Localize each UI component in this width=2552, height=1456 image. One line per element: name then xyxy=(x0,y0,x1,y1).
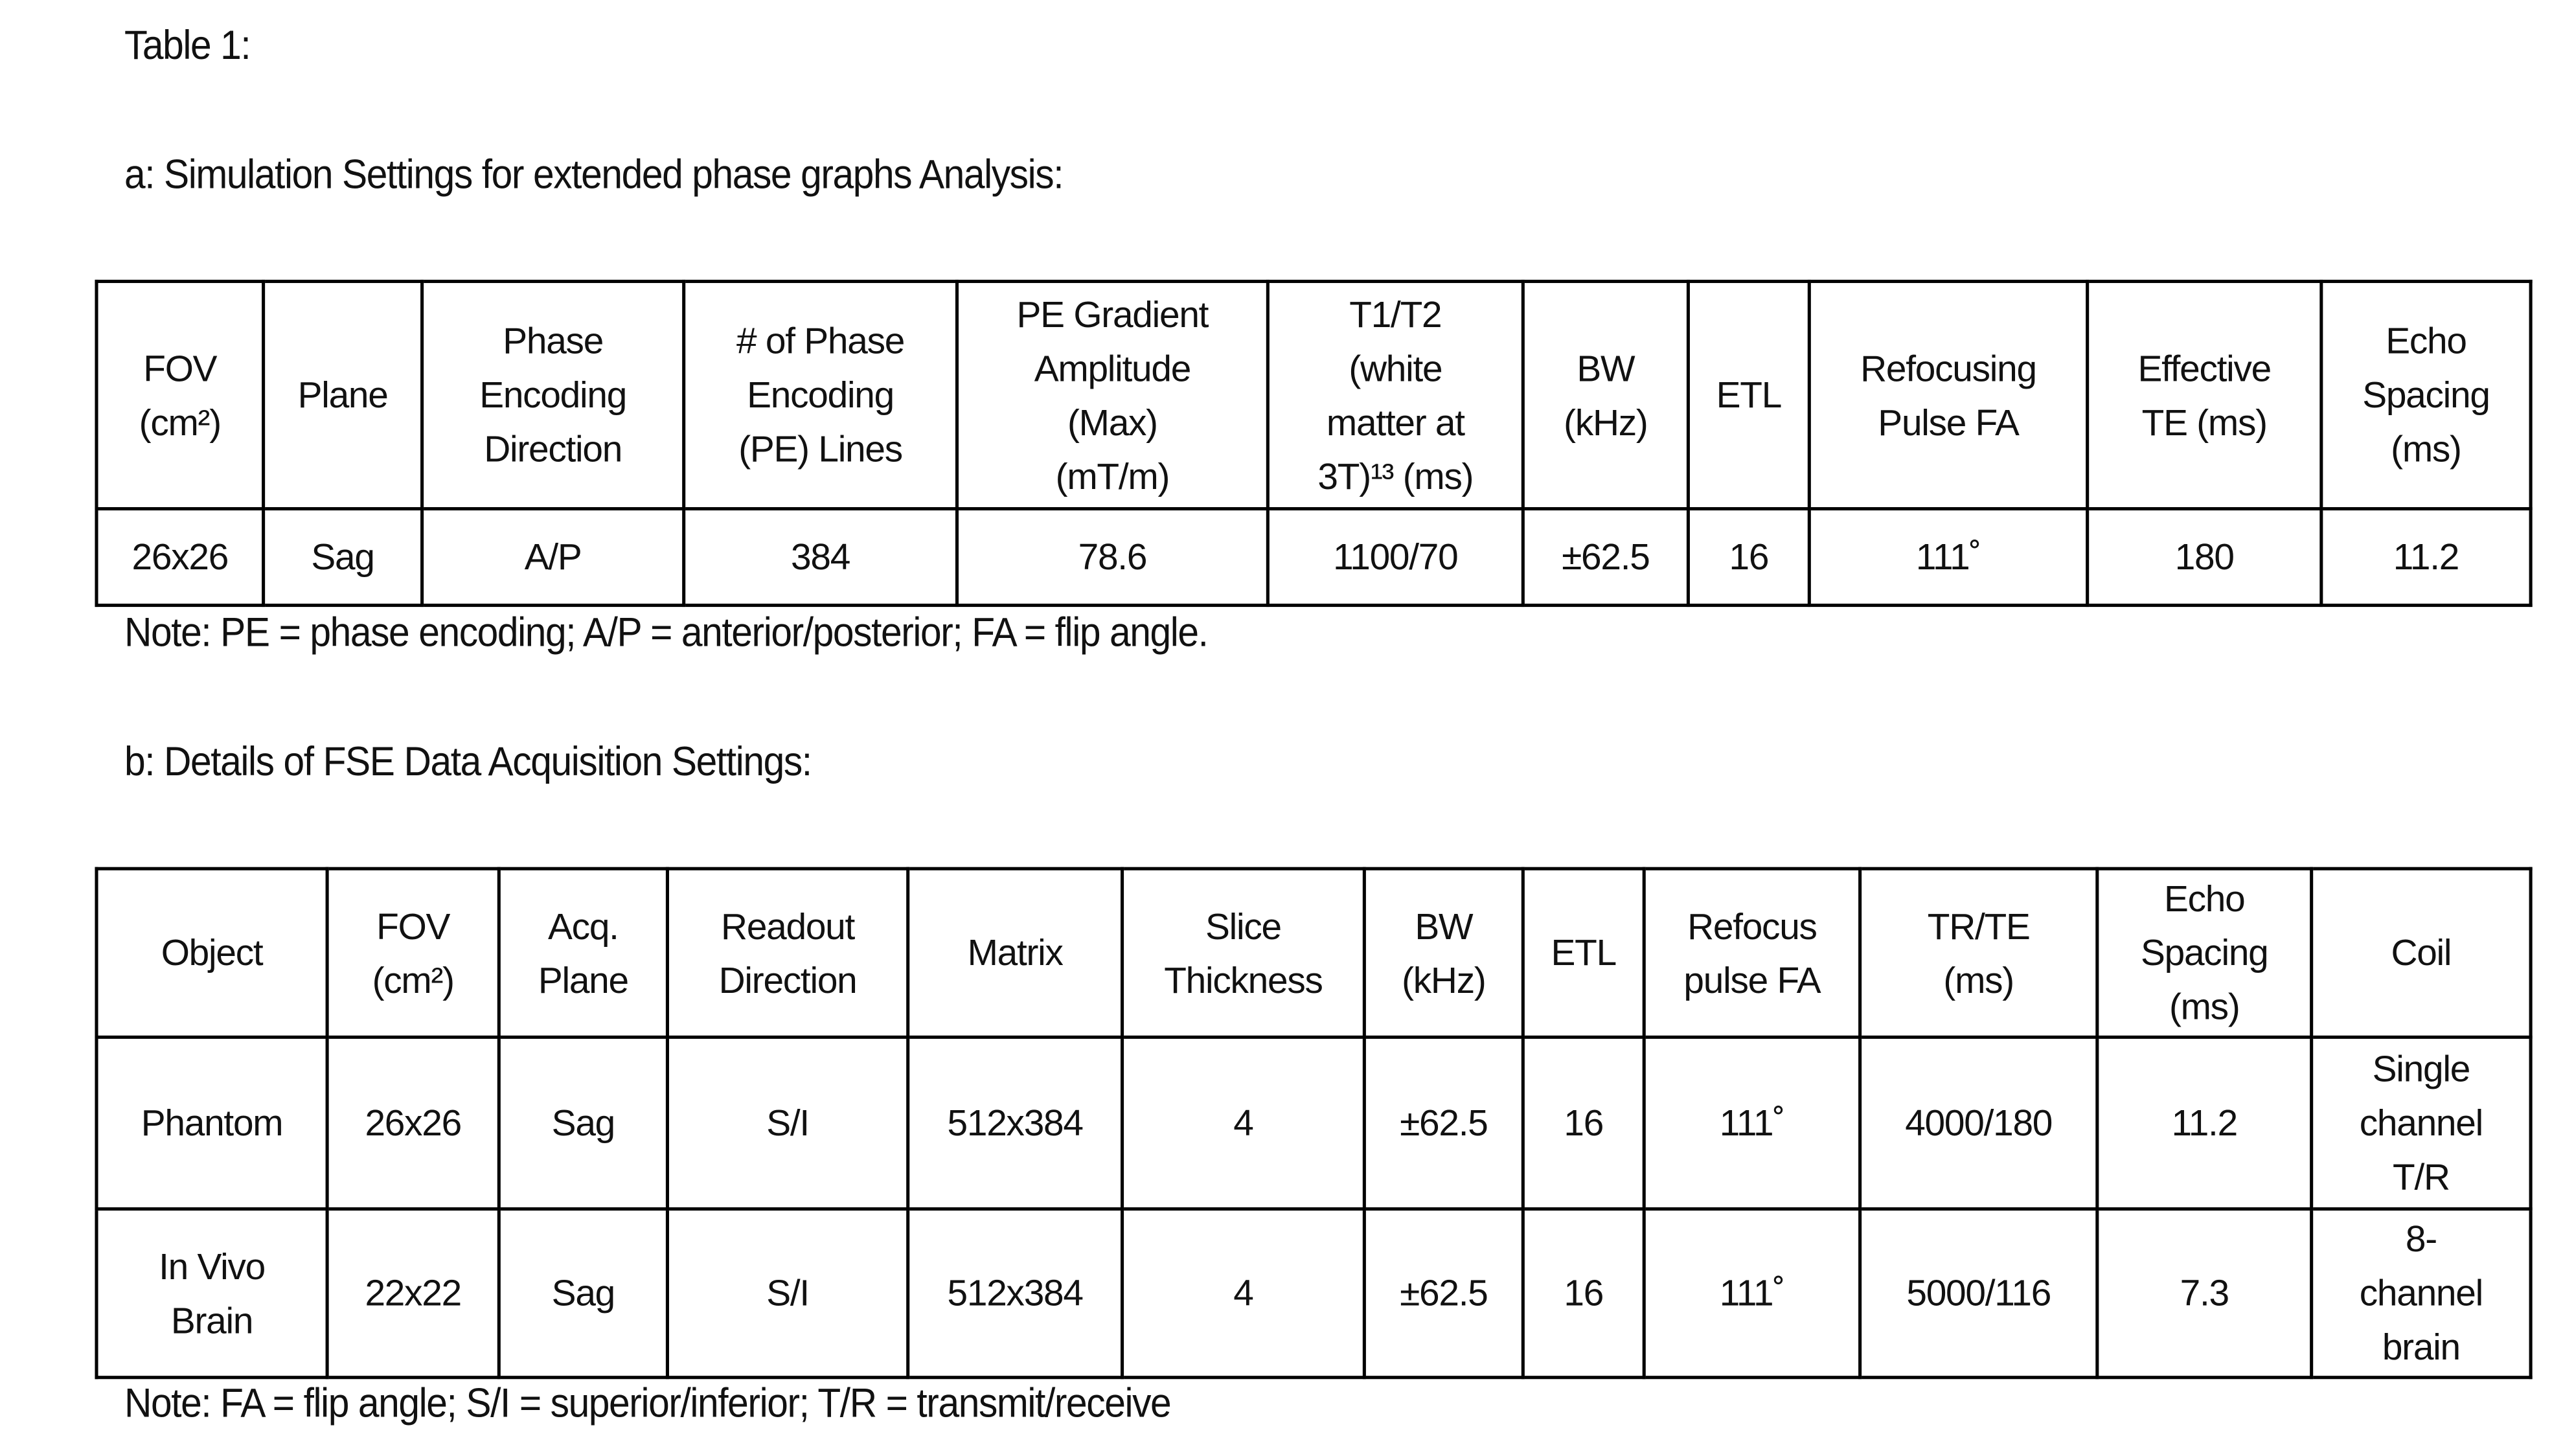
table-cell: 26x26 xyxy=(325,1035,501,1211)
column-header: Effective TE (ms) xyxy=(2086,279,2323,511)
table-a: FOV (cm²) Plane Phase Encoding Direction # … xyxy=(95,279,2533,608)
column-header: Matrix xyxy=(906,867,1124,1039)
table-a-note: Note: PE = phase encoding; A/P = anterio… xyxy=(124,610,1209,656)
table-cell: 111˚ xyxy=(1642,1035,1862,1211)
column-header: Phase Encoding Direction xyxy=(420,279,686,511)
column-header: Echo Spacing (ms) xyxy=(2319,279,2533,511)
column-header: Echo Spacing (ms) xyxy=(2095,867,2314,1039)
column-header: PE Gradient Amplitude (Max) (mT/m) xyxy=(955,279,1270,511)
table-cell: 111˚ xyxy=(1642,1207,1862,1380)
column-header: FOV (cm²) xyxy=(95,279,266,511)
column-header: FOV (cm²) xyxy=(325,867,501,1039)
column-header: Coil xyxy=(2310,867,2533,1039)
table-cell: 8- channel brain xyxy=(2310,1207,2533,1380)
table-cell: Sag xyxy=(497,1035,669,1211)
table-cell: 5000/116 xyxy=(1858,1207,2099,1380)
header-row: FOV (cm²) Plane Phase Encoding Direction # … xyxy=(95,279,2533,511)
column-header: Refocus pulse FA xyxy=(1642,867,1862,1039)
table-cell: 384 xyxy=(682,506,959,608)
table-cell: Single channel T/R xyxy=(2310,1035,2533,1211)
table-cell: S/I xyxy=(665,1035,910,1211)
column-header: ETL xyxy=(1686,279,1811,511)
table-row: Phantom 26x26 Sag S/I 512x384 4 ±62.5 16 111˚ 400… xyxy=(95,1035,2533,1211)
table-cell: 1100/70 xyxy=(1266,506,1525,608)
table-cell: 4 xyxy=(1121,1035,1366,1211)
table-cell: 78.6 xyxy=(955,506,1270,608)
column-header: Slice Thickness xyxy=(1121,867,1366,1039)
table-cell: 111˚ xyxy=(1807,506,2090,608)
table-cell: S/I xyxy=(665,1207,910,1380)
table-cell: 512x384 xyxy=(906,1035,1124,1211)
column-header: BW (kHz) xyxy=(1362,867,1525,1039)
column-header: T1/T2 (white matter at 3T)¹³ (ms) xyxy=(1266,279,1525,511)
column-header: Readout Direction xyxy=(665,867,910,1039)
table-cell: Phantom xyxy=(95,1035,329,1211)
table-cell: 16 xyxy=(1686,506,1811,608)
table-b-caption: b: Details of FSE Data Acquisition Setti… xyxy=(124,739,812,786)
column-header: Object xyxy=(95,867,329,1039)
column-header: ETL xyxy=(1521,867,1646,1039)
table-cell: ±62.5 xyxy=(1521,506,1690,608)
table-cell: 16 xyxy=(1521,1035,1646,1211)
table-cell: 11.2 xyxy=(2319,506,2533,608)
table-title: Table 1: xyxy=(124,23,251,69)
table-cell: 11.2 xyxy=(2095,1035,2314,1211)
column-header: # of Phase Encoding (PE) Lines xyxy=(682,279,959,511)
header-row: Object FOV (cm²) Acq. Plane Readout Directi… xyxy=(95,867,2533,1039)
table-b-note: Note: FA = flip angle; S/I = superior/in… xyxy=(124,1380,1172,1427)
table-cell: 4 xyxy=(1121,1207,1366,1380)
column-header: Acq. Plane xyxy=(497,867,669,1039)
table-cell: A/P xyxy=(420,506,686,608)
table-row: 26x26 Sag A/P 384 78.6 1100/70 ±62.5 16 111˚ 180 1… xyxy=(95,506,2533,608)
column-header: TR/TE (ms) xyxy=(1858,867,2099,1039)
column-header: BW (kHz) xyxy=(1521,279,1690,511)
table-b: Object FOV (cm²) Acq. Plane Readout Directi… xyxy=(95,867,2533,1380)
table-cell: 22x22 xyxy=(325,1207,501,1380)
table-cell: Sag xyxy=(262,506,424,608)
table-row: In Vivo Brain 22x22 Sag S/I 512x384 4 ±62.5 16 1… xyxy=(95,1207,2533,1380)
table-a-caption: a: Simulation Settings for extended phas… xyxy=(124,152,1064,198)
table-cell: ±62.5 xyxy=(1362,1035,1525,1211)
table-cell: 7.3 xyxy=(2095,1207,2314,1380)
table-cell: 180 xyxy=(2086,506,2323,608)
table-cell: Sag xyxy=(497,1207,669,1380)
table-cell: In Vivo Brain xyxy=(95,1207,329,1380)
table-cell: 16 xyxy=(1521,1207,1646,1380)
table-cell: 26x26 xyxy=(95,506,266,608)
column-header: Refocusing Pulse FA xyxy=(1807,279,2090,511)
table-cell: ±62.5 xyxy=(1362,1207,1525,1380)
table-cell: 4000/180 xyxy=(1858,1035,2099,1211)
table-cell: 512x384 xyxy=(906,1207,1124,1380)
column-header: Plane xyxy=(262,279,424,511)
